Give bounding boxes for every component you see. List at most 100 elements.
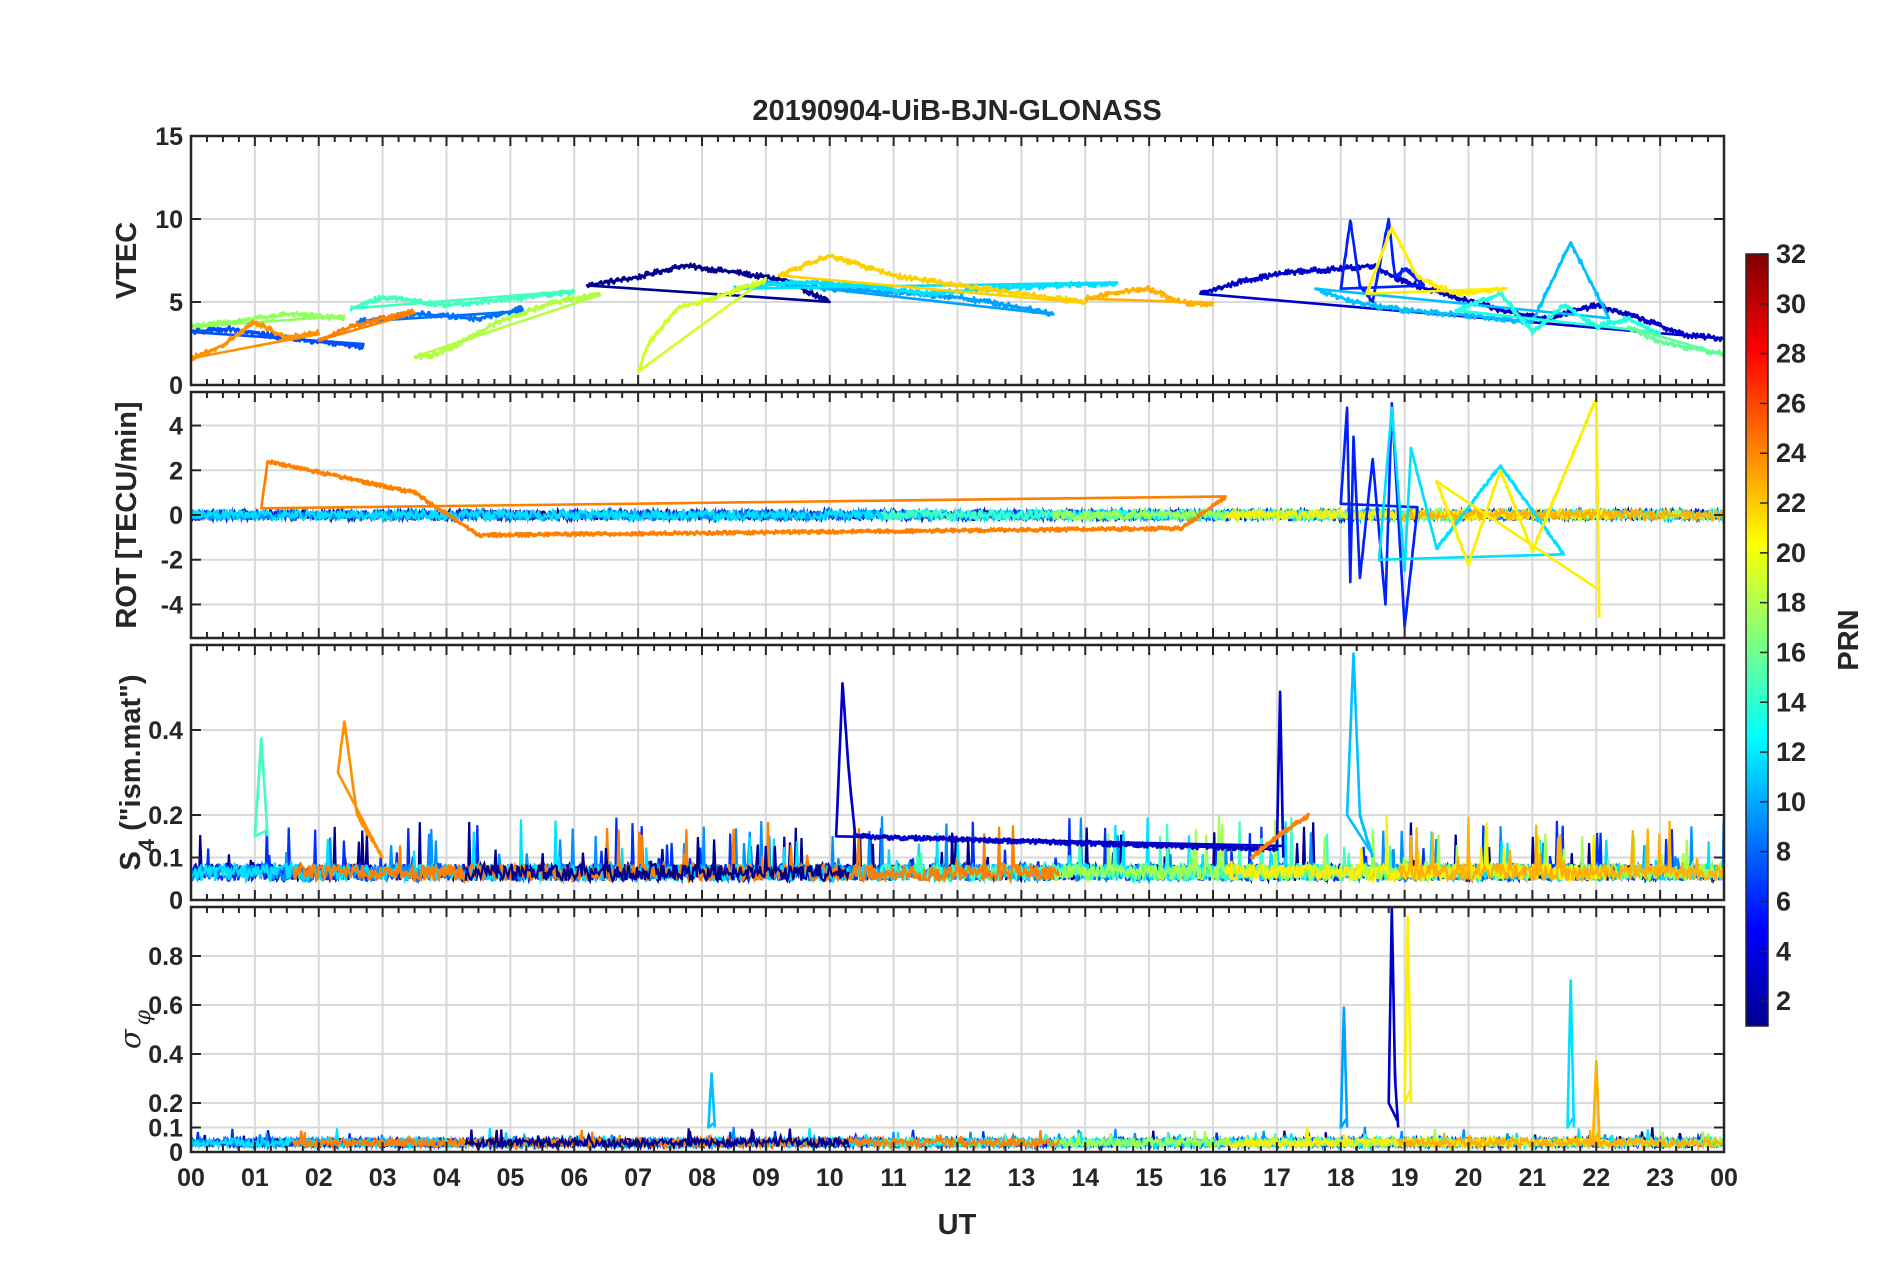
x-tick-label: 11 <box>880 1164 907 1192</box>
y-tick-label: 4 <box>169 413 183 441</box>
y-tick-label: 0 <box>169 502 183 530</box>
y-tick-label: 0.8 <box>148 943 183 971</box>
y-tick-label: 10 <box>155 206 183 234</box>
background-trace <box>1224 1127 1610 1151</box>
x-tick-label: 15 <box>1135 1164 1163 1192</box>
colorbar-gradient <box>1745 253 1769 1027</box>
colorbar-tick-label: 6 <box>1776 886 1791 916</box>
panel-sigma_phi: 00.10.2 0.4 0.6 0.8 σφ 00 01 02 03 04 05 06 07 08 09 10… <box>113 905 1738 1192</box>
series-prn-9 <box>1345 652 1374 858</box>
x-tick-label: 08 <box>688 1164 716 1192</box>
series-prn-16 <box>191 310 346 330</box>
x-tick-label: 21 <box>1518 1164 1546 1192</box>
y-tick-label: 0.1 <box>148 845 183 873</box>
x-tick-label: 09 <box>752 1164 780 1192</box>
series-prn-2 <box>1387 907 1400 1128</box>
background-trace <box>1397 506 1724 524</box>
x-tick-label: 18 <box>1327 1164 1355 1192</box>
colorbar-tick-label: 20 <box>1776 538 1806 568</box>
tick-marks <box>190 907 1725 1153</box>
series-group <box>191 397 1724 629</box>
x-tick-label: 00 <box>177 1164 205 1192</box>
x-tick-label: 19 <box>1391 1164 1419 1192</box>
panel-rot: -4 -2 0 2 4 ROT [TECU/min] <box>111 390 1726 640</box>
y-tick-label: 2 <box>169 457 183 485</box>
colorbar-tick-label: 24 <box>1776 438 1806 468</box>
x-tick-label: 17 <box>1263 1164 1291 1192</box>
y-axis-label: VTEC <box>111 222 143 299</box>
colorbar-tick-label: 16 <box>1776 637 1806 667</box>
colorbar-tick-label: 30 <box>1776 289 1806 319</box>
series-prn-23 <box>1250 812 1311 860</box>
colorbar-tick-label: 2 <box>1776 986 1791 1016</box>
colorbar-tick-label: 8 <box>1776 837 1791 867</box>
y-tick-label: 0 <box>169 1139 183 1167</box>
y-axis-label: ROT [TECU/min] <box>111 401 143 628</box>
x-tick-label: 06 <box>560 1164 588 1192</box>
background-trace <box>464 836 850 885</box>
tick-marks <box>190 135 1725 386</box>
y-tick-label: 0 <box>169 372 183 400</box>
series-prn-21 <box>1591 1060 1601 1142</box>
series-prn-23 <box>260 459 1227 539</box>
series-prn-3 <box>1339 401 1419 629</box>
tick-marks <box>190 392 1725 638</box>
colorbar-tick-label: 4 <box>1776 936 1791 966</box>
y-tick-label: 0.4 <box>148 1041 183 1069</box>
x-tick-label: 14 <box>1071 1164 1099 1192</box>
series-prn-9 <box>1313 240 1611 325</box>
background-trace <box>1397 1129 1724 1152</box>
x-tick-label: 00 <box>1710 1164 1738 1192</box>
y-axis-label: σφ <box>113 1009 156 1049</box>
colorbar-tick-label: 12 <box>1776 737 1806 767</box>
x-tick-label: 01 <box>241 1164 269 1192</box>
series-prn-3 <box>1339 217 1426 304</box>
series-prn-21 <box>1084 285 1215 308</box>
colorbar-tick-label: 28 <box>1776 339 1806 369</box>
panel-vtec: 0 5 10 15 VTEC <box>111 123 1726 400</box>
background-trace <box>464 1128 850 1151</box>
x-tick-label: 16 <box>1199 1164 1227 1192</box>
series-prn-18 <box>636 276 768 373</box>
y-tick-label: -4 <box>161 591 183 619</box>
y-tick-label: 0.1 <box>148 1115 183 1143</box>
colorbar-tick-label: 22 <box>1776 488 1806 518</box>
series-prn-12 <box>1377 406 1566 573</box>
series-prn-12 <box>1454 290 1662 337</box>
series-group <box>191 217 1724 373</box>
series-prn-9 <box>707 1072 717 1129</box>
series-prn-13 <box>253 737 269 838</box>
colorbar-tick-label: 18 <box>1776 588 1806 618</box>
x-tick-label: 22 <box>1582 1164 1610 1192</box>
x-tick-label: 07 <box>624 1164 652 1192</box>
x-tick-label: 12 <box>944 1164 972 1192</box>
series-prn-20 <box>777 253 1087 306</box>
series-prn-17 <box>413 291 602 361</box>
series-prn-15 <box>1626 325 1724 358</box>
x-tick-label: 10 <box>816 1164 844 1192</box>
series-prn-2 <box>834 682 1285 858</box>
y-tick-label: 5 <box>169 289 183 317</box>
y-tick-label: -2 <box>161 547 183 575</box>
series-prn-23 <box>317 308 416 342</box>
colorbar-tick-label: 10 <box>1776 787 1806 817</box>
x-tick-label: 13 <box>1007 1164 1035 1192</box>
x-tick-label: 04 <box>433 1164 461 1192</box>
x-tick-label: 05 <box>496 1164 524 1192</box>
series-prn-19 <box>1365 226 1509 298</box>
x-tick-label: 20 <box>1455 1164 1483 1192</box>
series-prn-19 <box>1435 397 1601 618</box>
series-prn-10 <box>732 278 1119 298</box>
series-prn-13 <box>349 288 576 312</box>
series-prn-12 <box>1566 979 1576 1129</box>
colorbar-tick-label: 26 <box>1776 388 1806 418</box>
tick-marks <box>190 645 1725 901</box>
y-tick-label: 0.2 <box>148 1090 183 1118</box>
y-tick-label: 0.6 <box>148 992 183 1020</box>
x-tick-label: 02 <box>305 1164 333 1192</box>
y-axis-label: S4 ("ism.mat") <box>115 674 159 870</box>
y-tick-label: 0.2 <box>148 802 183 830</box>
